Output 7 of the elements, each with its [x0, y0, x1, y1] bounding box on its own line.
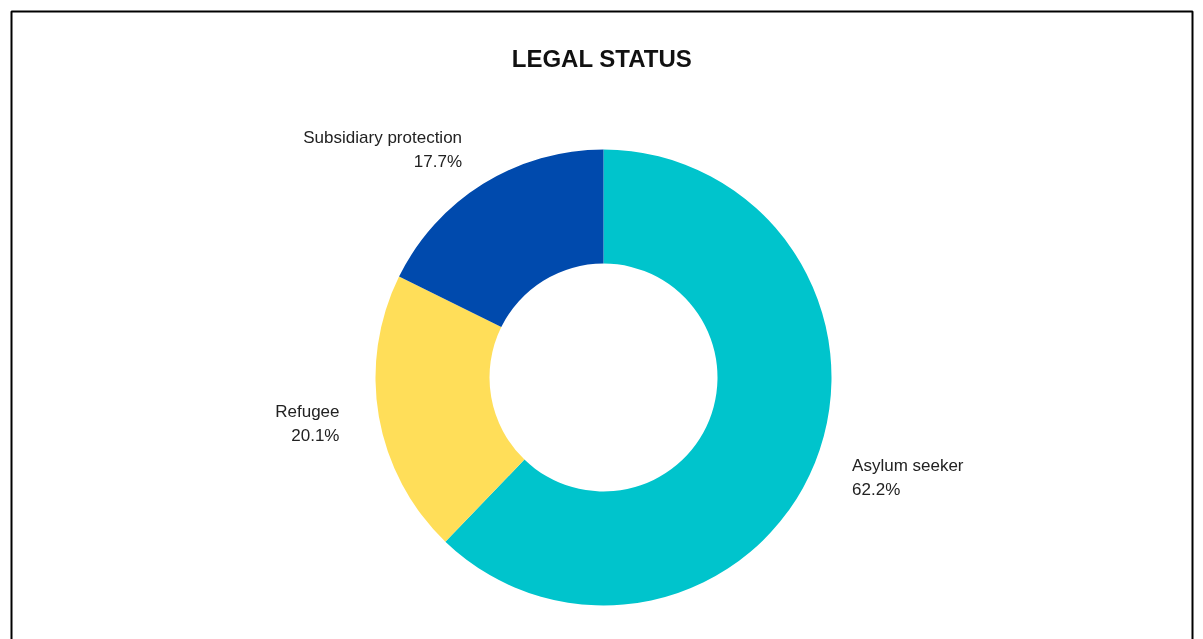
- data-label: 17.7%: [413, 152, 463, 172]
- slice-label: Refugee: [275, 402, 340, 422]
- slice-label: Subsidiary protection: [303, 128, 463, 148]
- data-label: 62.2%: [852, 480, 901, 500]
- chart-title: LEGAL STATUS: [511, 45, 692, 72]
- data-label: 20.1%: [291, 426, 340, 446]
- slice-label: Asylum seeker: [852, 456, 964, 476]
